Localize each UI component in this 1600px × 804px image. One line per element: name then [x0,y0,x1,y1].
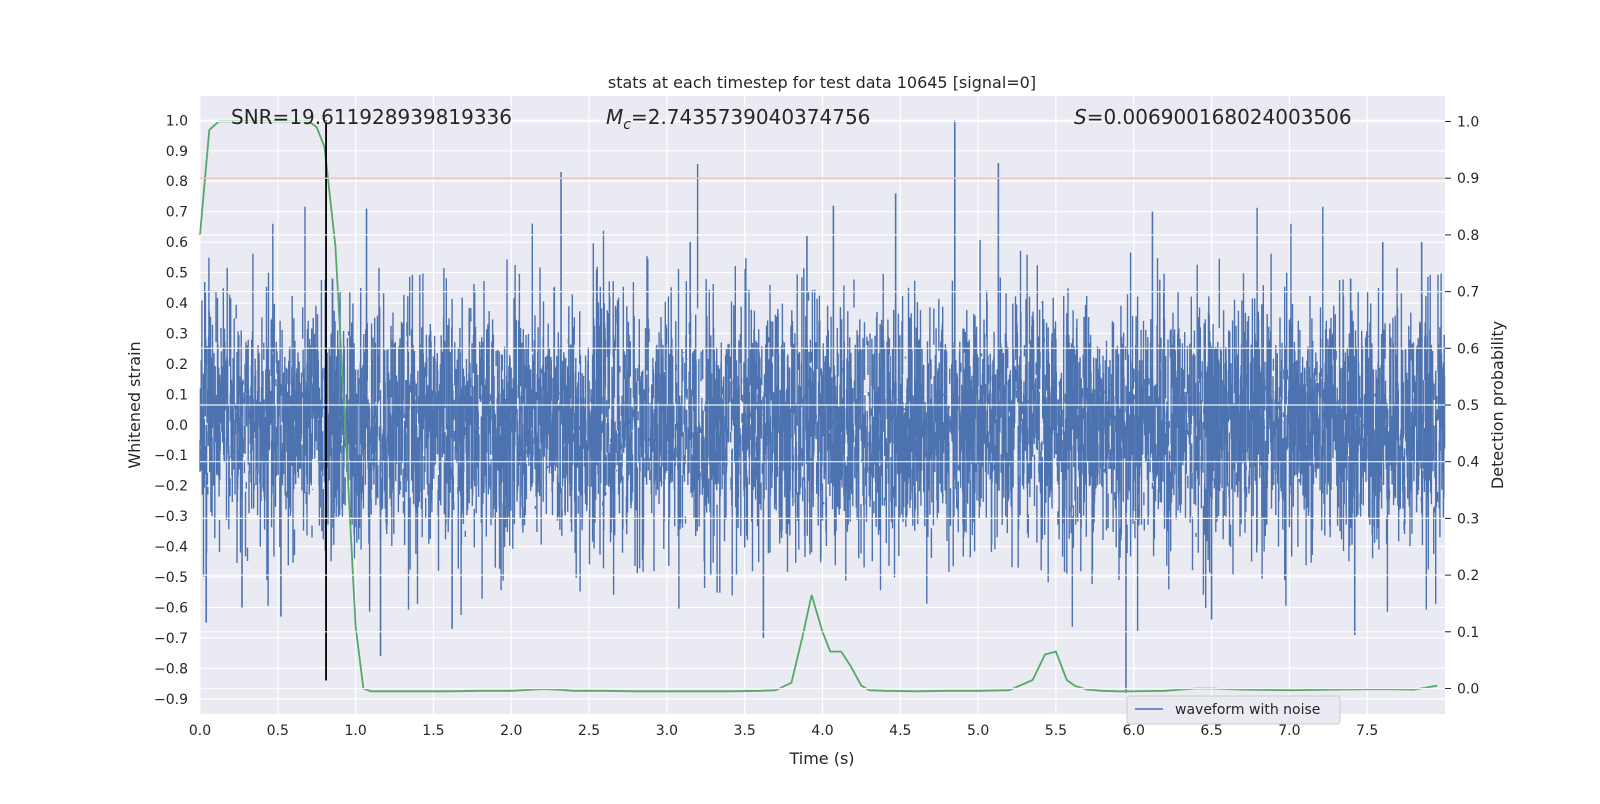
x-tick-label: 7.0 [1278,723,1300,739]
y-tick-label: −0.6 [154,600,188,616]
x-tick-label: 3.0 [656,723,678,739]
x-tick-label: 0.0 [189,723,211,739]
probability-series [199,120,1438,693]
x-tick-label: 4.5 [889,723,911,739]
x-tick-label: 6.0 [1123,723,1145,739]
y-tick-label: 0.7 [166,205,188,221]
y-tick-labels: 1.0 0.9 0.8 0.7 0.6 0.5 0.4 0.3 0.2 0.1 0.0 −0.1 −0.… [154,113,188,707]
x-tick-label: 2.0 [500,723,522,739]
x-tick-label: 5.0 [967,723,989,739]
y2-gridlines [200,120,1445,690]
y2-tick-label: 0.1 [1457,625,1479,641]
x-tick-label: 2.5 [578,723,600,739]
chart-title: stats at each timestep for test data 106… [608,73,1036,92]
s-annotation: S=0.006900168024003506 [1074,105,1352,129]
legend-label: waveform with noise [1175,702,1320,718]
legend-box [1126,695,1341,725]
y-tick-label: 0.8 [166,174,188,190]
x-tick-label: 1.0 [344,723,366,739]
x-tick-label: 5.5 [1045,723,1067,739]
y2-tick-label: 0.5 [1457,398,1479,414]
y2-tick-label: 0.8 [1457,228,1479,244]
y-tick-label: −0.1 [154,448,188,464]
y2-axis-label: Detection probability [1488,321,1507,489]
x-tick-label: 7.5 [1356,723,1378,739]
y-tick-label: 0.4 [166,296,188,312]
y-tick-label: −0.7 [154,631,188,647]
x-tick-label: 0.5 [267,723,289,739]
y-tick-label: 0.3 [166,326,188,342]
x-tick-label: 4.0 [811,723,833,739]
mc-value: =2.7435739040374756 [631,105,870,129]
y-tick-label: 0.6 [166,235,188,251]
mc-annotation: Mc=2.7435739040374756 [606,105,870,133]
y-tick-label: −0.4 [154,540,188,556]
y2-tick-label: 0.7 [1457,285,1479,301]
y-axis-label: Whitened strain [125,341,144,468]
legend: waveform with noise [1126,695,1341,725]
y-tick-label: −0.8 [154,661,188,677]
y-tick-label: 0.2 [166,357,188,373]
mc-subscript: c [623,117,631,133]
s-symbol: S [1074,105,1087,129]
snr-value: 19.611928939819336 [289,105,512,129]
y2-tick-label: 1.0 [1457,115,1479,131]
x-axis-label: Time (s) [788,749,854,768]
mc-symbol: M [606,105,623,129]
y-tick-label: −0.2 [154,479,188,495]
y-tick-label: 0.5 [166,266,188,282]
snr-annotation: SNR=19.611928939819336 [231,105,512,129]
waveform-series [199,120,1446,693]
x-tick-labels: 0.0 0.5 1.0 1.5 2.0 2.5 3.0 3.5 4.0 4.5 5.0 5.5 6.0 6… [189,723,1378,739]
y2-tick-label: 0.6 [1457,341,1479,357]
y-tick-label: 0.9 [166,144,188,160]
probability-line [199,120,1438,693]
y2-tick-label: 0.0 [1457,681,1479,697]
s-value: =0.006900168024003506 [1087,105,1352,129]
y-tick-label: −0.3 [154,509,188,525]
y2-tick-label: 0.3 [1457,511,1479,527]
waveform-noise [199,164,1446,631]
y-tick-label: 0.1 [166,387,188,403]
y2-tick-labels: 1.0 0.9 0.8 0.7 0.6 0.5 0.4 0.3 0.2 0.1 0.0 [1445,115,1479,697]
y2-tick-label: 0.4 [1457,455,1479,471]
y2-tick-label: 0.2 [1457,568,1479,584]
y-tick-label: 0.0 [166,418,188,434]
x-tick-label: 1.5 [422,723,444,739]
x-tick-label: 3.5 [734,723,756,739]
y-tick-label: 1.0 [166,113,188,129]
snr-prefix: SNR= [231,105,289,129]
y2-tick-label: 0.9 [1457,171,1479,187]
x-tick-label: 6.5 [1200,723,1222,739]
y-tick-label: −0.9 [154,692,188,708]
y-tick-label: −0.5 [154,570,188,586]
